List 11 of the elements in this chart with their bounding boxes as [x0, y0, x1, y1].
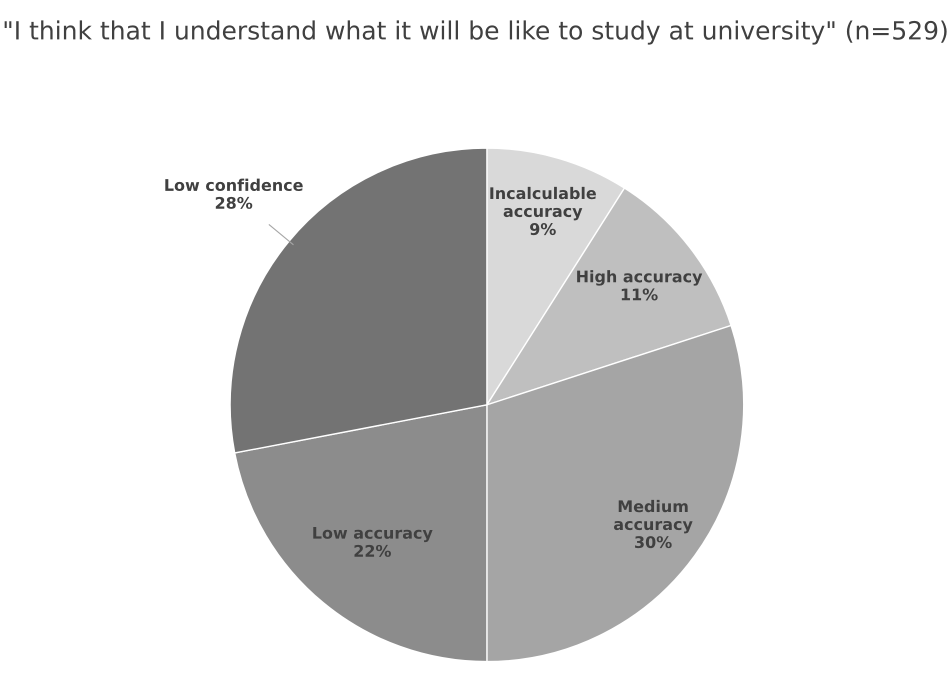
- slice-label: Low confidence: [165, 178, 303, 192]
- slice-label: Low accuracy: [313, 527, 433, 542]
- data-label: 11%: [622, 288, 658, 300]
- slice-label: Medium accuracy: [614, 500, 693, 534]
- data-label: 9%: [530, 223, 556, 236]
- data-label: 22%: [354, 544, 391, 557]
- slice-label: Incalculable accuracy: [490, 186, 596, 220]
- slice-label: High accuracy: [577, 270, 702, 286]
- chart-title: "I think that I understand what it will be like to study at university" (n=529): [4, 20, 947, 45]
- data-label: 30%: [635, 536, 672, 548]
- data-label: 28%: [216, 196, 252, 209]
